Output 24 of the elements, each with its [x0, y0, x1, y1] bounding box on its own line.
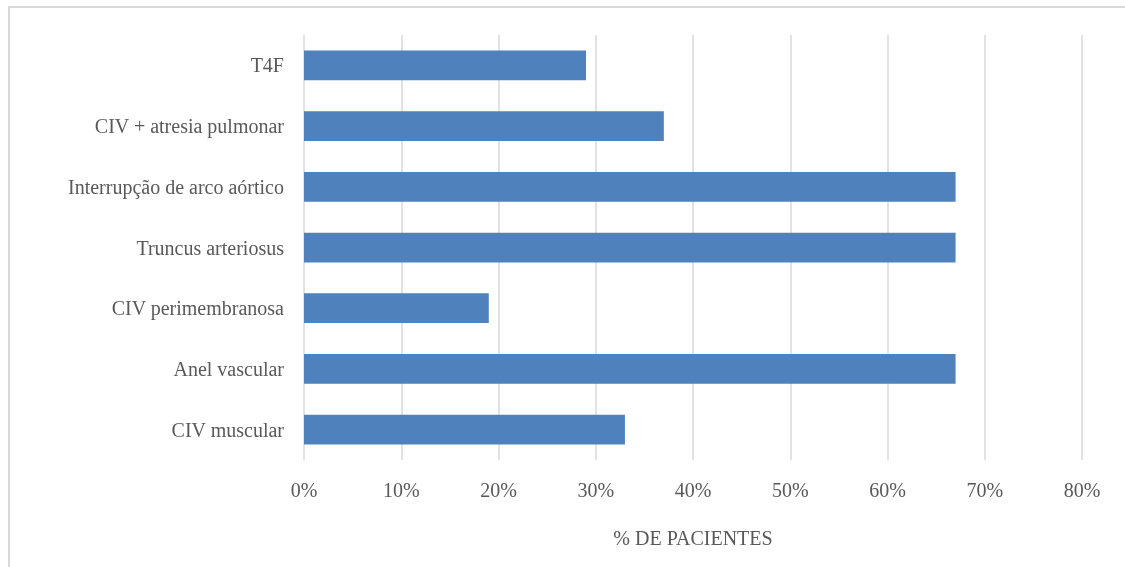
- y-tick-label: CIV perimembranosa: [111, 297, 285, 321]
- bar: [304, 354, 956, 384]
- x-tick-label: 50%: [771, 479, 809, 501]
- y-tick-label: Anel vascular: [173, 357, 285, 380]
- y-tick-label: CIV muscular: [171, 418, 285, 441]
- y-tick-label: CIV + atresia pulmonar: [94, 115, 285, 139]
- x-tick-label: 10%: [382, 479, 420, 501]
- x-tick-label: 0%: [290, 479, 318, 501]
- x-tick-label: 60%: [869, 479, 906, 501]
- x-axis-title: % DE PACIENTES: [613, 527, 773, 549]
- x-tick-label: 40%: [674, 479, 712, 501]
- bar: [304, 111, 664, 141]
- x-tick-label: 70%: [966, 479, 1004, 501]
- bar: [304, 171, 956, 202]
- y-tick-label: Truncus arteriosus: [136, 236, 285, 259]
- bar: [304, 414, 625, 445]
- bar: [304, 50, 587, 81]
- y-tick-label: T4F: [250, 54, 284, 77]
- bar: [304, 293, 489, 324]
- x-tick-label: 30%: [577, 479, 615, 501]
- x-tick-label: 20%: [480, 479, 517, 501]
- x-tick-label: 80%: [1063, 479, 1101, 501]
- bar: [304, 232, 956, 263]
- y-tick-label: Interrupção de arco aórtico: [68, 175, 284, 199]
